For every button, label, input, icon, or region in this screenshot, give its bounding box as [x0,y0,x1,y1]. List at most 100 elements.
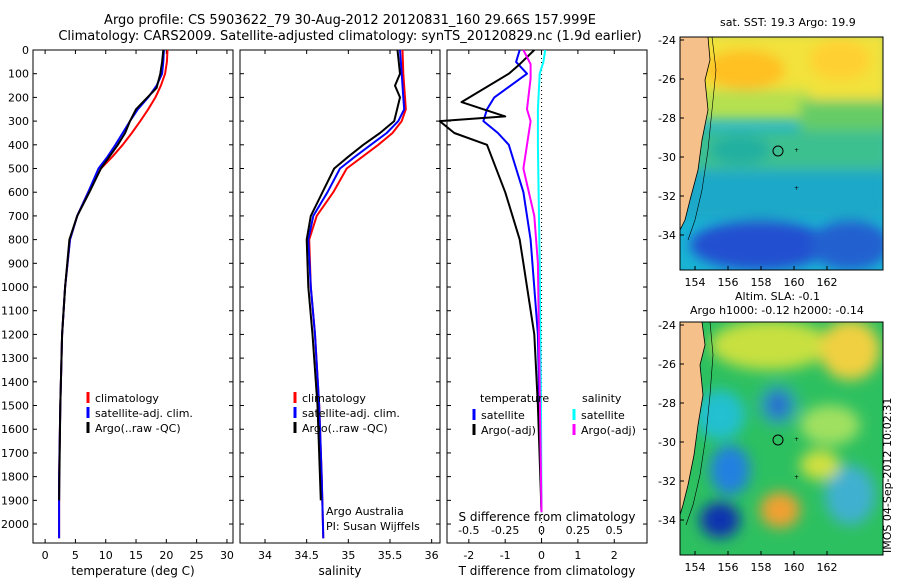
x-tick-label: 20 [159,549,173,562]
map-y-tick-label: -32 [658,475,676,488]
sla-map-title: Altim. SLA: -0.1 [735,290,821,303]
x-tick-label: 5 [72,549,79,562]
chart-title-line1: Argo profile: CS 5903622_79 30-Aug-2012 … [104,13,596,28]
salinity-profile-frame [239,49,441,544]
legend-label: satellite [581,409,625,422]
x2-tick-label: -0.25 [491,524,519,537]
sst-map-title: sat. SST: 19.3 Argo: 19.9 [720,16,856,29]
svg-text:+: + [794,185,799,192]
svg-text:+: + [794,436,799,443]
map-x-tick-label: 154 [685,561,706,574]
x-axis-label: salinity [318,564,361,578]
x-tick-label: 25 [190,549,204,562]
legend-label: satellite-adj. clim. [95,407,193,420]
y-tick-label: 900 [8,257,29,270]
temperature-profile-frame [32,49,234,544]
legend-label: climatology [302,392,366,405]
map-x-tick-label: 162 [817,276,838,289]
legend-label: Argo(-adj) [581,424,636,437]
x-axis-label: temperature (deg C) [71,564,194,578]
x2-axis-label: S difference from climatology [459,510,636,524]
sst-map: + + 154 156 158 160 162 -24 -26 -28 -30 -32 -34 [658,34,884,289]
y-tick-label: 1700 [1,447,29,460]
y-tick-label: 1400 [1,376,29,389]
map-x-tick-label: 158 [751,276,772,289]
x-tick-label: 1 [574,549,581,562]
y-tick-label: 1300 [1,352,29,365]
map-x-tick-label: 160 [784,561,805,574]
sst-field: + + [680,37,883,270]
x-tick-label: -1 [500,549,511,562]
svg-text:+: + [794,474,799,481]
y-tick-label: 100 [8,68,29,81]
imos-timestamp: IMOS 04-Sep-2012 10:02:31 [881,397,894,553]
series-line-satellite [482,49,543,513]
temperature-profile-series [58,49,169,539]
series-line-Argo(..raw -QC) [305,49,401,501]
difference-profile-series [438,49,547,513]
map-x-tick-label: 156 [718,561,739,574]
map-x-tick-label: 154 [685,276,706,289]
y-tick-label: 200 [8,91,29,104]
x-tick-label: 0 [42,549,49,562]
x-tick-label: 35.5 [378,549,403,562]
x-tick-label: 34 [258,549,272,562]
x-tick-label: -2 [463,549,474,562]
map-y-tick-label: -30 [658,151,676,164]
map-y-tick-label: -24 [658,34,676,47]
legend-header: temperature [480,392,549,405]
x2-tick-label: -0.5 [458,524,479,537]
x-tick-label: 15 [129,549,143,562]
y-tick-label: 800 [8,234,29,247]
sla-field: + + [680,322,883,555]
map-y-tick-label: -28 [658,397,676,410]
sla-map-subtitle: Argo h1000: -0.12 h2000: -0.14 [690,304,864,317]
temperature-profile-panel: 0100200300400500600700800900100011001200… [1,44,234,578]
legend-label: satellite-adj. clim. [302,407,400,420]
x-tick-label: 35 [341,549,355,562]
legend-label: Argo(..raw -QC) [95,422,181,435]
legend-label: Argo(..raw -QC) [302,422,388,435]
y-tick-label: 1000 [1,281,29,294]
series-line-Argo(-adj) [438,49,543,513]
series-line-Argo(-adj) [522,49,543,513]
y-tick-label: 1500 [1,400,29,413]
difference-profile-panel: -2 -1 0 1 2 T difference from climatology -0.5… [438,49,648,578]
x2-tick-label: 0.5 [606,524,624,537]
y-tick-label: 600 [8,186,29,199]
salinity-profile-panel: 34 34.5 35 35.5 36 salinity climatology satelli… [239,49,441,578]
map-y-tick-label: -24 [658,319,676,332]
y-tick-label: 1800 [1,471,29,484]
x-tick-label: 34.5 [294,549,319,562]
series-line-Argo(..raw -QC) [58,49,165,501]
map-y-tick-label: -32 [658,190,676,203]
series-line-satellite-adj. clim. [307,49,406,539]
y-tick-label: 2000 [1,518,29,531]
x2-tick-label: 0.25 [566,524,591,537]
map-y-tick-label: -30 [658,436,676,449]
y-tick-label: 500 [8,163,29,176]
map-y-tick-label: -26 [658,358,676,371]
legend-label: satellite [481,409,525,422]
x2-tick-label: 0 [538,524,545,537]
annotation: PI: Susan Wijffels [326,520,420,533]
map-x-tick-label: 156 [718,276,739,289]
y-tick-label: 400 [8,139,29,152]
difference-profile-frame [446,49,648,544]
annotation: Argo Australia [326,505,404,518]
y-tick-label: 700 [8,210,29,223]
y-tick-label: 300 [8,115,29,128]
y-tick-label: 1900 [1,494,29,507]
legend-label: Argo(-adj) [481,424,536,437]
y-tick-label: 0 [22,44,29,57]
x-axis-label: T difference from climatology [458,564,636,578]
x-tick-label: 2 [611,549,618,562]
svg-text:+: + [794,147,799,154]
legend-label: climatology [95,392,159,405]
salinity-profile-series [305,49,407,539]
series-line-satellite [536,49,547,513]
x-tick-label: 10 [99,549,113,562]
x-tick-label: 30 [220,549,234,562]
legend-header: salinity [582,392,622,405]
